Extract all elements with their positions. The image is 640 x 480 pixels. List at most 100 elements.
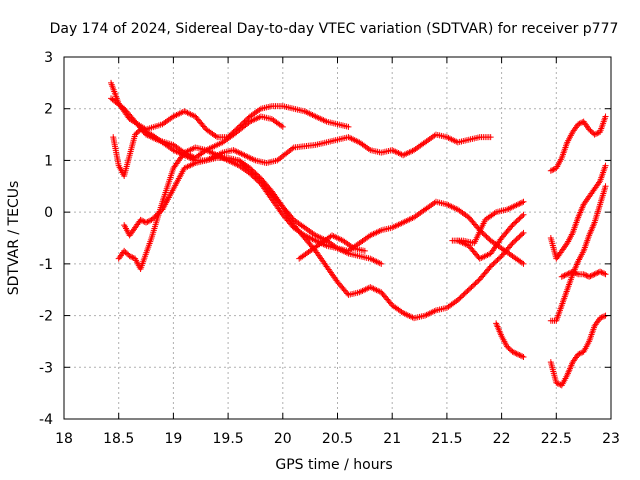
data-point (516, 233, 523, 240)
data-point (592, 270, 599, 277)
data-point (489, 262, 496, 269)
data-point (602, 113, 609, 120)
data-point (467, 285, 474, 292)
data-point (253, 174, 260, 181)
series-sat-j (493, 320, 527, 360)
x-tick-label: 23 (602, 431, 620, 447)
data-point (572, 269, 579, 276)
data-point (510, 220, 517, 227)
data-point (591, 271, 598, 278)
data-point (505, 344, 512, 351)
data-point (237, 158, 244, 165)
series-sat-i (449, 198, 527, 247)
data-point (520, 260, 527, 267)
data-point (143, 219, 150, 226)
data-point (582, 271, 589, 278)
data-point (598, 314, 605, 321)
data-point (517, 200, 524, 207)
data-point (601, 270, 608, 277)
data-point (480, 231, 487, 238)
data-point (516, 352, 523, 359)
data-point (119, 104, 126, 111)
data-point (240, 161, 247, 168)
data-point (457, 294, 464, 301)
y-axis-label: SDTVAR / TECUs (6, 181, 22, 296)
data-point (520, 211, 527, 218)
data-point (565, 270, 572, 277)
data-point (475, 277, 482, 284)
data-point (586, 273, 593, 280)
data-point (515, 216, 522, 223)
data-point (289, 215, 296, 222)
data-point (513, 218, 520, 225)
data-point (242, 163, 249, 170)
data-point (516, 215, 523, 222)
series-sat-m (547, 183, 609, 324)
data-point (361, 247, 368, 254)
data-point (588, 128, 595, 135)
data-point (123, 250, 130, 257)
x-tick-label: 19 (164, 431, 182, 447)
data-point (561, 272, 568, 279)
data-point (378, 260, 385, 267)
data-point (245, 166, 252, 173)
data-point (583, 272, 590, 279)
data-point (517, 214, 524, 221)
x-tick-label: 20 (274, 431, 292, 447)
series-sat-n (558, 268, 609, 280)
data-point (549, 167, 556, 174)
y-tick-label: -2 (39, 309, 53, 325)
data-point (463, 289, 470, 296)
data-point (594, 269, 601, 276)
data-point (140, 218, 147, 225)
data-point (575, 351, 582, 358)
data-point (133, 130, 140, 137)
data-point (129, 254, 136, 261)
data-point (387, 300, 394, 307)
chart-title: Day 174 of 2024, Sidereal Day-to-day VTE… (50, 21, 619, 37)
data-point (516, 200, 523, 207)
data-point (460, 291, 467, 298)
data-point (519, 231, 526, 238)
data-point (151, 214, 158, 221)
data-point (569, 268, 576, 275)
data-point (580, 271, 587, 278)
data-point (487, 263, 494, 270)
series-sat-k (547, 113, 609, 174)
data-point (456, 295, 463, 302)
data-point (550, 166, 557, 173)
data-point (495, 255, 502, 262)
data-point (562, 271, 569, 278)
x-tick-label: 19.5 (213, 431, 244, 447)
data-point (515, 235, 522, 241)
data-point (468, 284, 475, 291)
data-point (575, 121, 582, 128)
data-point (506, 346, 513, 353)
data-point (137, 216, 144, 223)
data-points (108, 79, 609, 389)
x-tick-labels: 18 18.5 19 19.5 20 20.5 21 21.5 22 22.5 23 (55, 431, 620, 447)
data-point (255, 175, 262, 182)
data-point (472, 280, 479, 287)
data-point (577, 350, 584, 357)
y-tick-label: -1 (39, 257, 53, 273)
data-point (504, 343, 511, 350)
data-point (454, 297, 461, 304)
data-point (508, 223, 515, 230)
data-point (245, 119, 252, 126)
data-point (148, 216, 155, 223)
data-point (473, 278, 480, 285)
data-point (547, 167, 554, 174)
series-sat-d (115, 144, 385, 273)
series-sat-o (547, 312, 609, 389)
data-point (602, 183, 609, 190)
x-tick-label: 21.5 (431, 431, 462, 447)
data-point (576, 350, 583, 357)
series-sat-h (454, 211, 527, 262)
y-tick-labels: -4 -3 -2 -1 0 1 2 3 (39, 50, 53, 428)
data-point (153, 211, 160, 218)
data-point (519, 213, 526, 220)
data-point (560, 273, 567, 280)
data-point (469, 282, 476, 289)
